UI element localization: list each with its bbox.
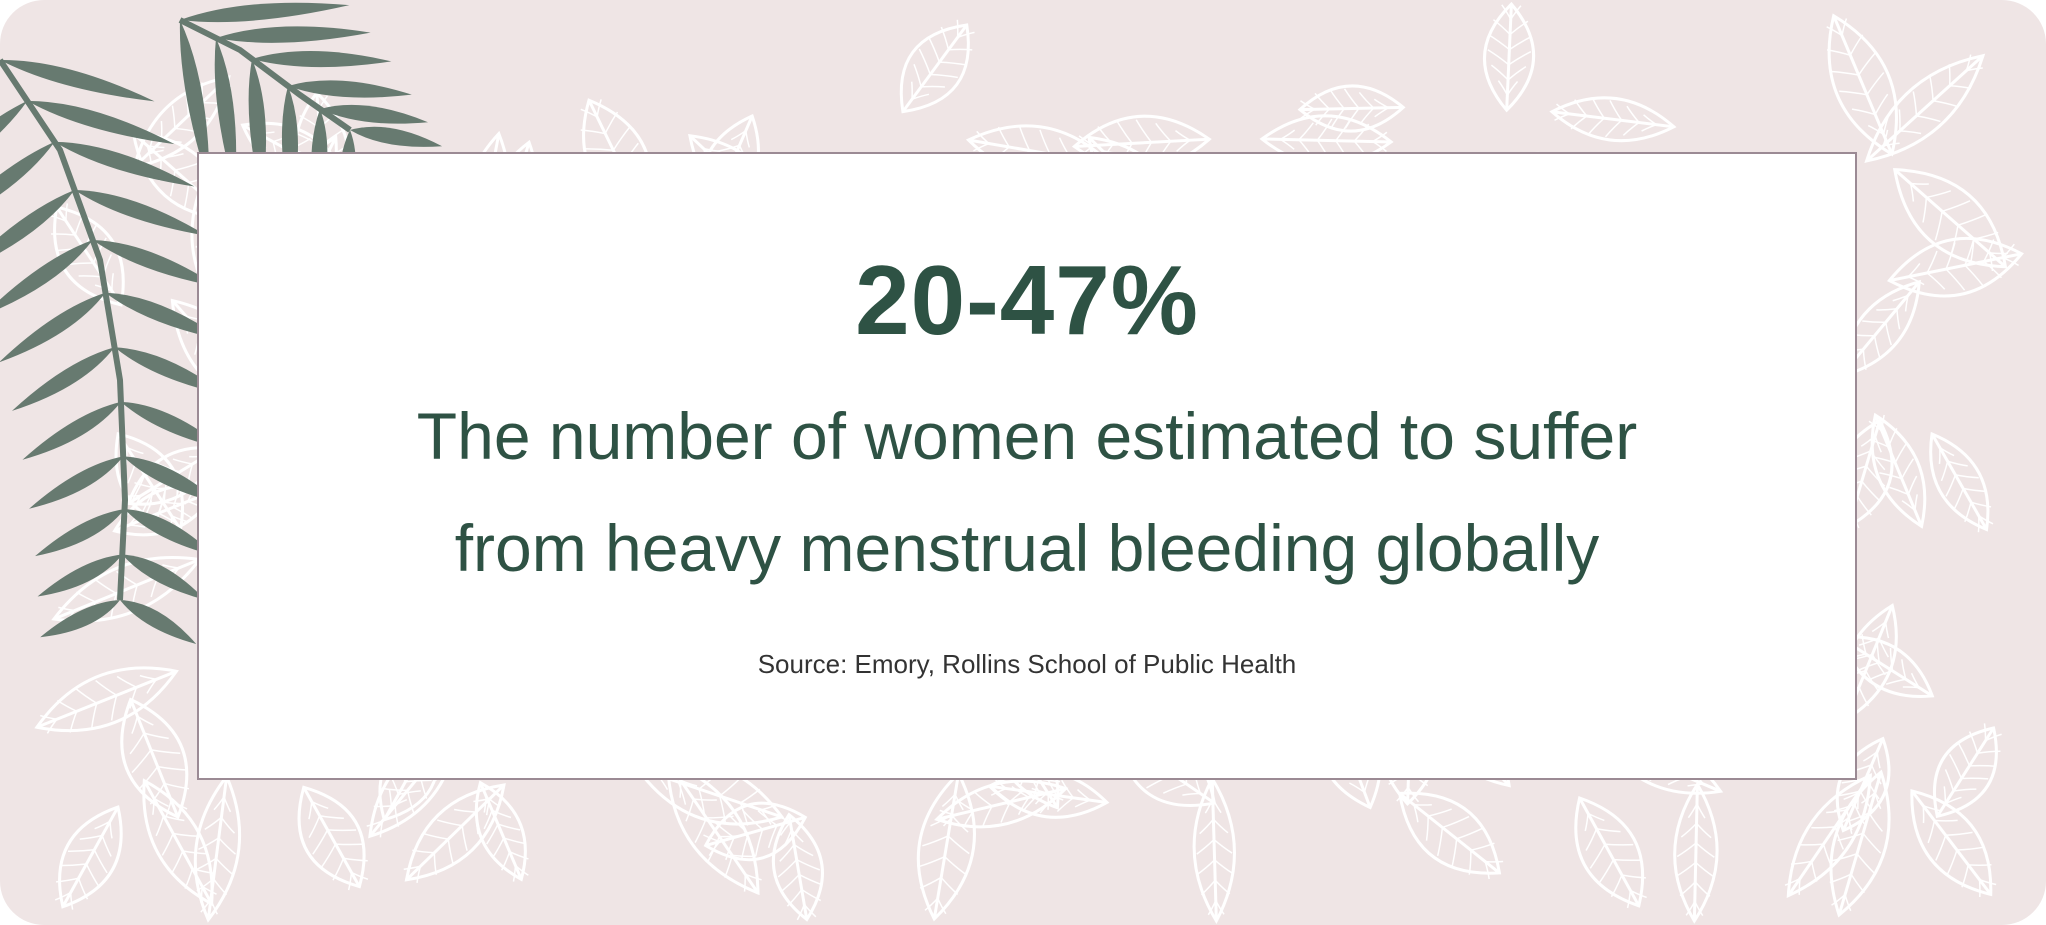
palm-frond-icon [0,2,443,644]
description-line-1: The number of women estimated to suffer [416,399,1638,473]
statistic-value: 20-47% [855,245,1199,355]
stat-panel: 20-47% The number of women estimated to … [197,152,1857,780]
statistic-description: The number of women estimated to suffer … [199,380,1855,604]
description-line-2: from heavy menstrual bleeding globally [454,511,1600,585]
source-citation: Source: Emory, Rollins School of Public … [757,649,1297,679]
